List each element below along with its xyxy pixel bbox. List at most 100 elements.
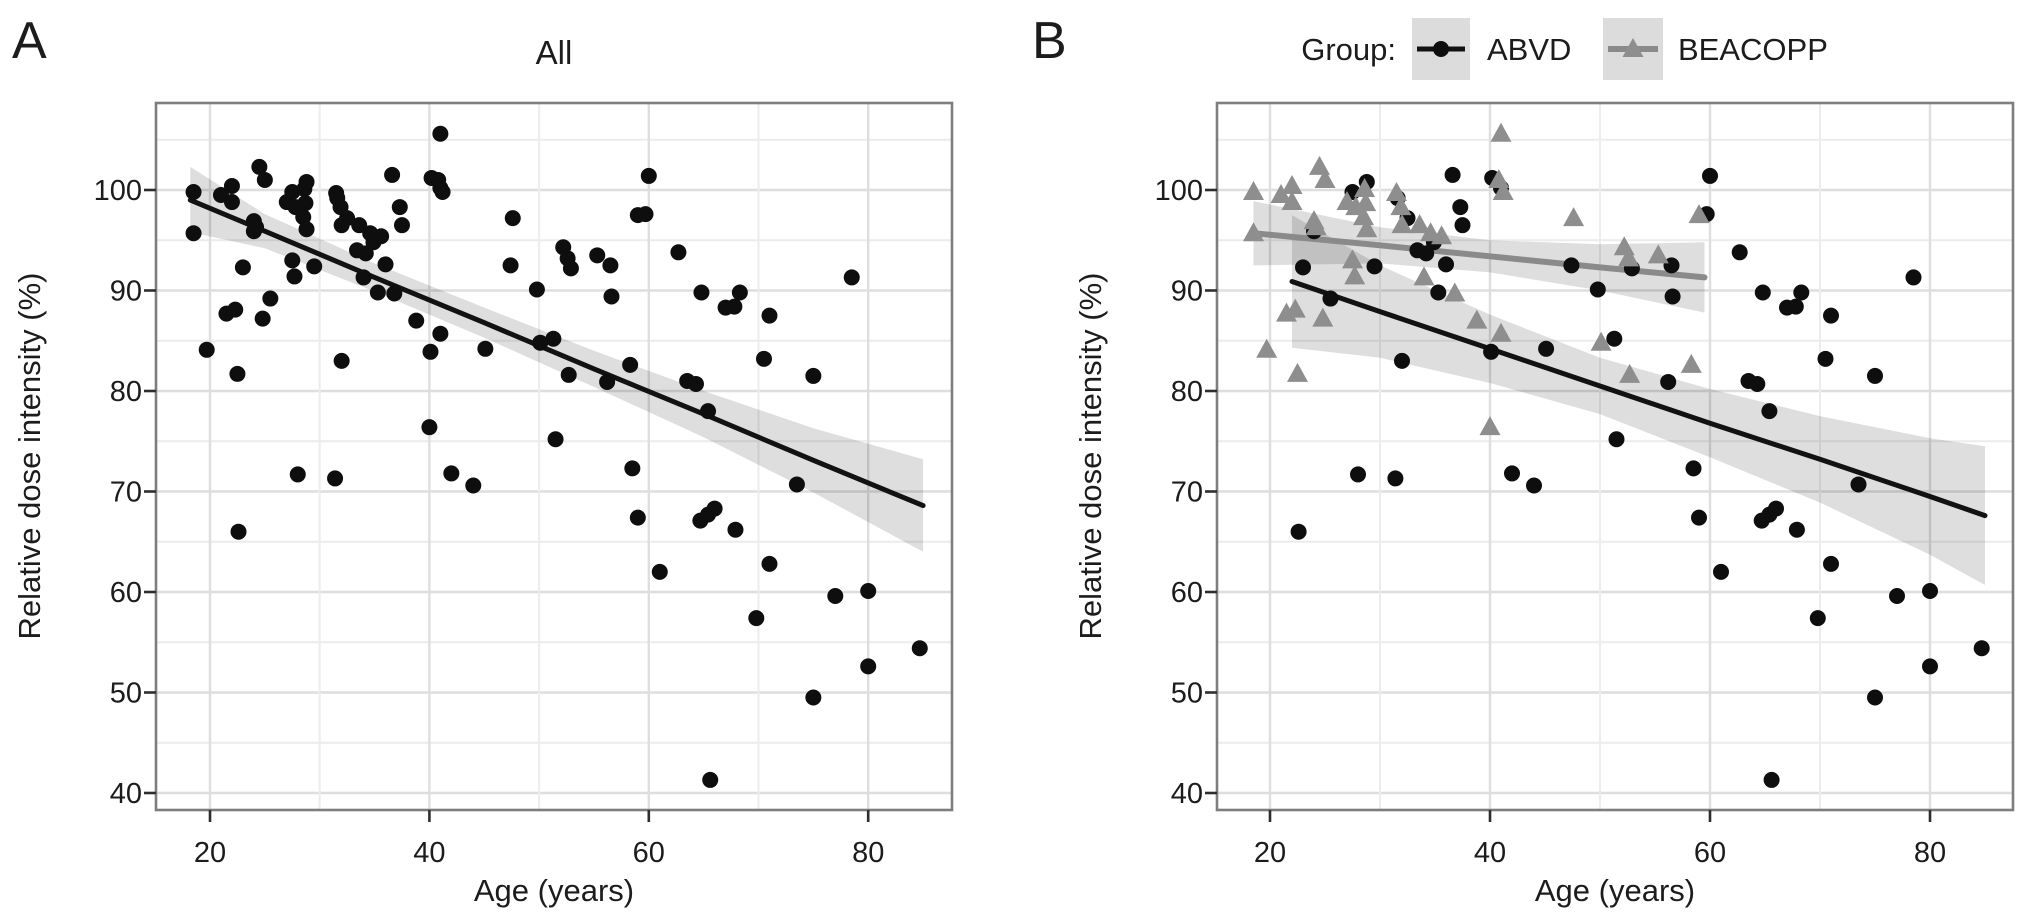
confidence-band-all <box>190 166 924 552</box>
data-point-abvd <box>465 477 482 494</box>
x-tick-label: 80 <box>1914 837 1946 869</box>
data-point-beacopp <box>432 325 449 342</box>
data-point-abvd <box>860 658 877 675</box>
data-point-abvd <box>805 689 822 706</box>
data-point-beacopp <box>1680 353 1702 373</box>
data-point-abvd <box>693 284 710 301</box>
data-point-abvd <box>755 350 772 367</box>
panel-a-points <box>185 125 928 788</box>
x-tick-label: 60 <box>1694 837 1726 869</box>
data-point-beacopp <box>1312 307 1334 327</box>
panel-a-y-axis-title: Relative dose intensity (%) <box>12 273 47 640</box>
data-point-beacopp <box>185 225 202 242</box>
data-point-abvd <box>1444 166 1461 183</box>
y-tick-label: 60 <box>110 577 142 609</box>
data-point-abvd <box>1350 466 1366 483</box>
x-tick-label: 40 <box>413 837 445 869</box>
data-point-abvd <box>1787 298 1804 315</box>
data-point-beacopp <box>560 366 577 383</box>
data-point-beacopp <box>1563 207 1585 227</box>
data-point-abvd <box>1763 771 1780 788</box>
data-point-beacopp <box>1344 265 1366 285</box>
legend-title: Group: <box>1301 32 1396 67</box>
data-point-beacopp <box>227 301 244 318</box>
data-point-abvd <box>234 259 251 276</box>
data-point-abvd <box>1867 689 1883 706</box>
data-point-abvd <box>1788 521 1805 538</box>
data-point-beacopp <box>373 228 390 245</box>
data-point-beacopp <box>185 184 202 201</box>
data-point-beacopp <box>355 269 372 286</box>
regression-line-abvd_b <box>1289 279 1988 519</box>
data-point-beacopp <box>1287 362 1308 382</box>
panel-a-tag: A <box>12 12 47 70</box>
data-point-beacopp <box>198 341 215 358</box>
data-point-abvd <box>1823 555 1839 572</box>
data-point-beacopp <box>1619 363 1641 383</box>
data-point-beacopp <box>589 247 606 264</box>
data-point-beacopp <box>1342 249 1363 269</box>
data-point-abvd <box>547 431 564 448</box>
data-point-abvd <box>1563 257 1580 274</box>
data-point-abvd <box>911 640 928 657</box>
data-point-beacopp <box>1284 298 1306 318</box>
data-point-beacopp <box>223 194 240 211</box>
data-point-beacopp <box>1431 225 1453 245</box>
data-point-beacopp <box>559 250 576 267</box>
data-point-beacopp <box>1353 206 1374 226</box>
data-point-beacopp <box>333 217 350 234</box>
panel-a-axes: 20 40 60 80 100 90 80 70 60 50 40 <box>94 175 885 869</box>
data-point-beacopp <box>1490 322 1512 342</box>
data-point-abvd <box>369 284 386 301</box>
data-point-beacopp <box>1409 214 1431 234</box>
data-point-abvd <box>1922 582 1938 599</box>
x-tick-label: 60 <box>633 837 665 869</box>
data-point-beacopp <box>1590 331 1612 351</box>
panel-b-tag: B <box>1032 12 1067 70</box>
data-point-abvd <box>602 257 619 274</box>
data-point-abvd <box>629 509 646 526</box>
legend-marker-circle-icon <box>1433 41 1449 57</box>
data-point-abvd <box>1394 352 1410 369</box>
group-legend: Group: ABVD BEACOPP <box>1301 18 1828 80</box>
data-point-abvd <box>1761 403 1778 420</box>
data-point-abvd <box>827 588 844 605</box>
data-point-abvd <box>1526 477 1542 494</box>
data-point-abvd <box>1867 367 1883 384</box>
data-point-beacopp <box>1618 247 1640 267</box>
y-tick-label: 80 <box>1171 376 1203 408</box>
data-point-abvd <box>306 258 323 275</box>
data-point-abvd <box>1754 284 1771 301</box>
panel-b-y-axis-title: Relative dose intensity (%) <box>1073 273 1108 640</box>
data-point-abvd <box>603 288 620 305</box>
data-point-beacopp <box>1281 191 1303 211</box>
data-point-abvd <box>706 500 723 517</box>
data-point-abvd <box>1290 523 1307 540</box>
data-point-abvd <box>1793 284 1810 301</box>
x-tick-label: 40 <box>1474 837 1506 869</box>
panel-a-title: All <box>536 34 573 71</box>
data-point-beacopp <box>421 419 438 436</box>
x-tick-label: 20 <box>1254 837 1286 869</box>
y-tick-label: 70 <box>110 477 142 509</box>
data-point-beacopp <box>256 171 273 188</box>
data-point-beacopp <box>248 219 265 236</box>
data-point-abvd <box>443 465 460 482</box>
data-point-beacopp <box>629 207 646 224</box>
panel-a-border <box>154 101 954 812</box>
data-point-abvd <box>384 166 401 183</box>
data-point-beacopp <box>223 177 240 194</box>
data-point-beacopp <box>1243 222 1264 242</box>
y-tick-label: 40 <box>110 778 142 810</box>
y-tick-label: 70 <box>1171 477 1203 509</box>
data-point-beacopp <box>1355 192 1377 212</box>
data-point-abvd <box>1685 460 1702 477</box>
data-point-beacopp <box>1492 181 1514 201</box>
y-tick-label: 80 <box>110 376 142 408</box>
data-point-beacopp <box>386 285 403 302</box>
data-point-abvd <box>1702 167 1718 184</box>
data-point-abvd <box>1322 290 1339 307</box>
data-point-abvd <box>528 281 545 298</box>
data-point-abvd <box>377 256 394 273</box>
data-point-beacopp <box>622 356 639 373</box>
